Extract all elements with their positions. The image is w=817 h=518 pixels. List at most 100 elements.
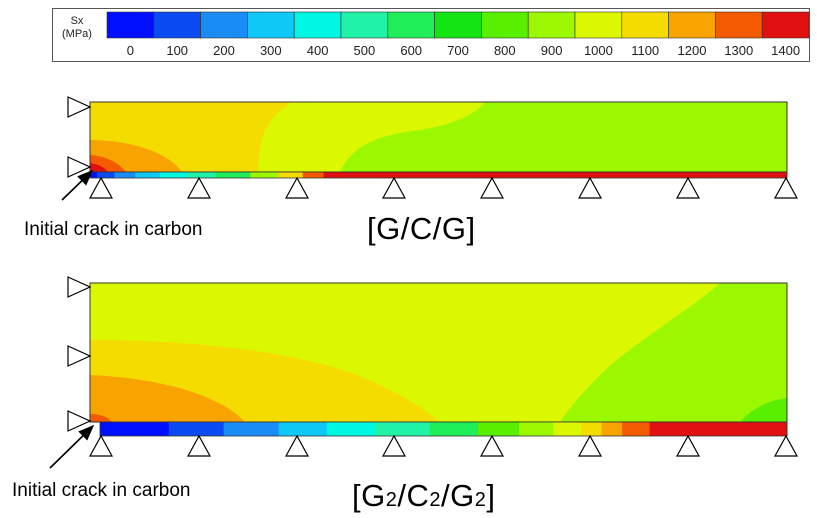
carbon-layer-outline bbox=[99, 421, 788, 437]
roller-support bbox=[577, 434, 603, 457]
carbon-layer-segment bbox=[580, 422, 603, 436]
bottom-supports bbox=[88, 434, 799, 457]
roller-support bbox=[675, 176, 701, 199]
legend-tick-label: 1100 bbox=[631, 43, 659, 58]
layup-title-g2c2g2: [G2/C2/G2] bbox=[352, 478, 496, 514]
legend-tick-label: 800 bbox=[494, 43, 516, 58]
carbon-layer-segment bbox=[519, 422, 554, 436]
carbon-layer bbox=[100, 422, 788, 436]
beam-ggc bbox=[61, 96, 799, 201]
carbon-layer-segment bbox=[326, 422, 376, 436]
legend-swatch bbox=[574, 11, 623, 39]
carbon-layer-segment bbox=[601, 422, 623, 436]
carbon-layer bbox=[90, 172, 788, 178]
subscript: 2 bbox=[385, 489, 398, 511]
legend-swatch bbox=[527, 11, 576, 39]
legend-tick-label: 1400 bbox=[771, 43, 800, 58]
carbon-layer-segment bbox=[215, 172, 251, 178]
carbon-layer-segment bbox=[159, 172, 189, 178]
legend-swatch bbox=[153, 11, 201, 39]
carbon-layer-segment bbox=[250, 172, 279, 178]
layer-g: G bbox=[450, 478, 475, 513]
carbon-layer-segment bbox=[374, 422, 431, 436]
carbon-layer-segment bbox=[168, 422, 225, 436]
legend-tick-label: 300 bbox=[260, 43, 282, 58]
legend-scale: 0 100 200 300 400 500 600 700 800 900 1000 1100 1200… bbox=[106, 11, 809, 58]
region-800 bbox=[740, 398, 787, 422]
legend-swatch bbox=[340, 11, 389, 39]
roller-support bbox=[284, 176, 310, 199]
carbon-layer-segment bbox=[96, 172, 115, 178]
slash: / bbox=[397, 478, 407, 513]
carbon-layer-segment bbox=[223, 422, 280, 436]
legend-tick-label: 100 bbox=[166, 43, 188, 58]
left-roller-support bbox=[67, 156, 92, 178]
roller-support bbox=[773, 434, 799, 457]
legend-swatch bbox=[247, 11, 295, 39]
left-roller-support bbox=[67, 345, 92, 367]
legend-title-line2: (MPa) bbox=[62, 28, 92, 40]
left-roller-support bbox=[67, 410, 92, 432]
legend-swatch bbox=[668, 11, 716, 39]
carbon-layer-segment bbox=[323, 172, 788, 178]
region-1200 bbox=[90, 375, 245, 422]
roller-support bbox=[88, 434, 114, 457]
carbon-layer-segment bbox=[114, 172, 136, 178]
legend-tick-label: 200 bbox=[213, 43, 235, 58]
legend-title: Sx (MPa) bbox=[55, 15, 99, 41]
roller-support bbox=[577, 176, 603, 199]
legend-title-line1: Sx bbox=[70, 15, 84, 27]
roller-support bbox=[479, 434, 505, 457]
roller-support bbox=[284, 434, 310, 457]
left-roller-support bbox=[67, 276, 92, 298]
carbon-layer-segment bbox=[477, 422, 520, 436]
legend-tick-label: 400 bbox=[307, 43, 329, 58]
legend-tick-label: 500 bbox=[354, 43, 376, 58]
crack-label: Initial crack in carbon bbox=[24, 219, 203, 240]
subscript: 2 bbox=[429, 489, 442, 511]
legend-tick-label: 600 bbox=[400, 43, 422, 58]
beam-g2c2g2 bbox=[49, 276, 799, 469]
carbon-layer-segment bbox=[90, 172, 98, 178]
legend-swatch bbox=[715, 11, 763, 39]
layup-title-ggc: [G/C/G] bbox=[367, 211, 476, 246]
layer-c: C bbox=[406, 478, 430, 513]
carbon-layer-segment bbox=[278, 422, 328, 436]
legend-tick-label: 1000 bbox=[584, 43, 613, 58]
roller-support bbox=[773, 176, 799, 199]
legend-swatch bbox=[434, 11, 482, 39]
crack-arrow bbox=[49, 424, 95, 469]
slash: / bbox=[441, 478, 451, 513]
roller-support bbox=[186, 176, 212, 199]
legend-swatch bbox=[621, 11, 669, 39]
carbon-layer-segment bbox=[278, 172, 304, 178]
roller-support bbox=[381, 176, 407, 199]
legend-tick-label: 0 bbox=[127, 43, 134, 58]
carbon-layer-segment bbox=[135, 172, 161, 178]
legend-tick-label: 900 bbox=[541, 43, 563, 58]
legend-swatch bbox=[200, 11, 248, 39]
carbon-layer-segment bbox=[100, 422, 170, 436]
roller-support bbox=[381, 434, 407, 457]
carbon-layer-segment bbox=[622, 422, 651, 436]
roller-support bbox=[88, 176, 114, 199]
legend-tick-label: 1200 bbox=[678, 43, 707, 58]
bottom-supports bbox=[88, 176, 799, 199]
roller-support bbox=[675, 434, 701, 457]
bracket: ] bbox=[486, 478, 496, 513]
legend-swatch bbox=[387, 11, 435, 39]
legend-tick-label: 700 bbox=[447, 43, 469, 58]
carbon-layer-segment bbox=[429, 422, 479, 436]
left-roller-support bbox=[67, 96, 92, 118]
crack-label: Initial crack in carbon bbox=[12, 480, 191, 501]
legend-swatch bbox=[761, 11, 809, 39]
color-legend: Sx (MPa) 0 100 200 300 400 500 600 700 800 900 100… bbox=[52, 8, 810, 62]
bracket: [ bbox=[352, 478, 362, 513]
subscript: 2 bbox=[474, 489, 487, 511]
carbon-layer-segment bbox=[553, 422, 582, 436]
crack-arrow bbox=[61, 169, 94, 201]
legend-tick-label: 1300 bbox=[724, 43, 753, 58]
carbon-layer-segment bbox=[187, 172, 216, 178]
legend-swatch bbox=[293, 11, 342, 39]
